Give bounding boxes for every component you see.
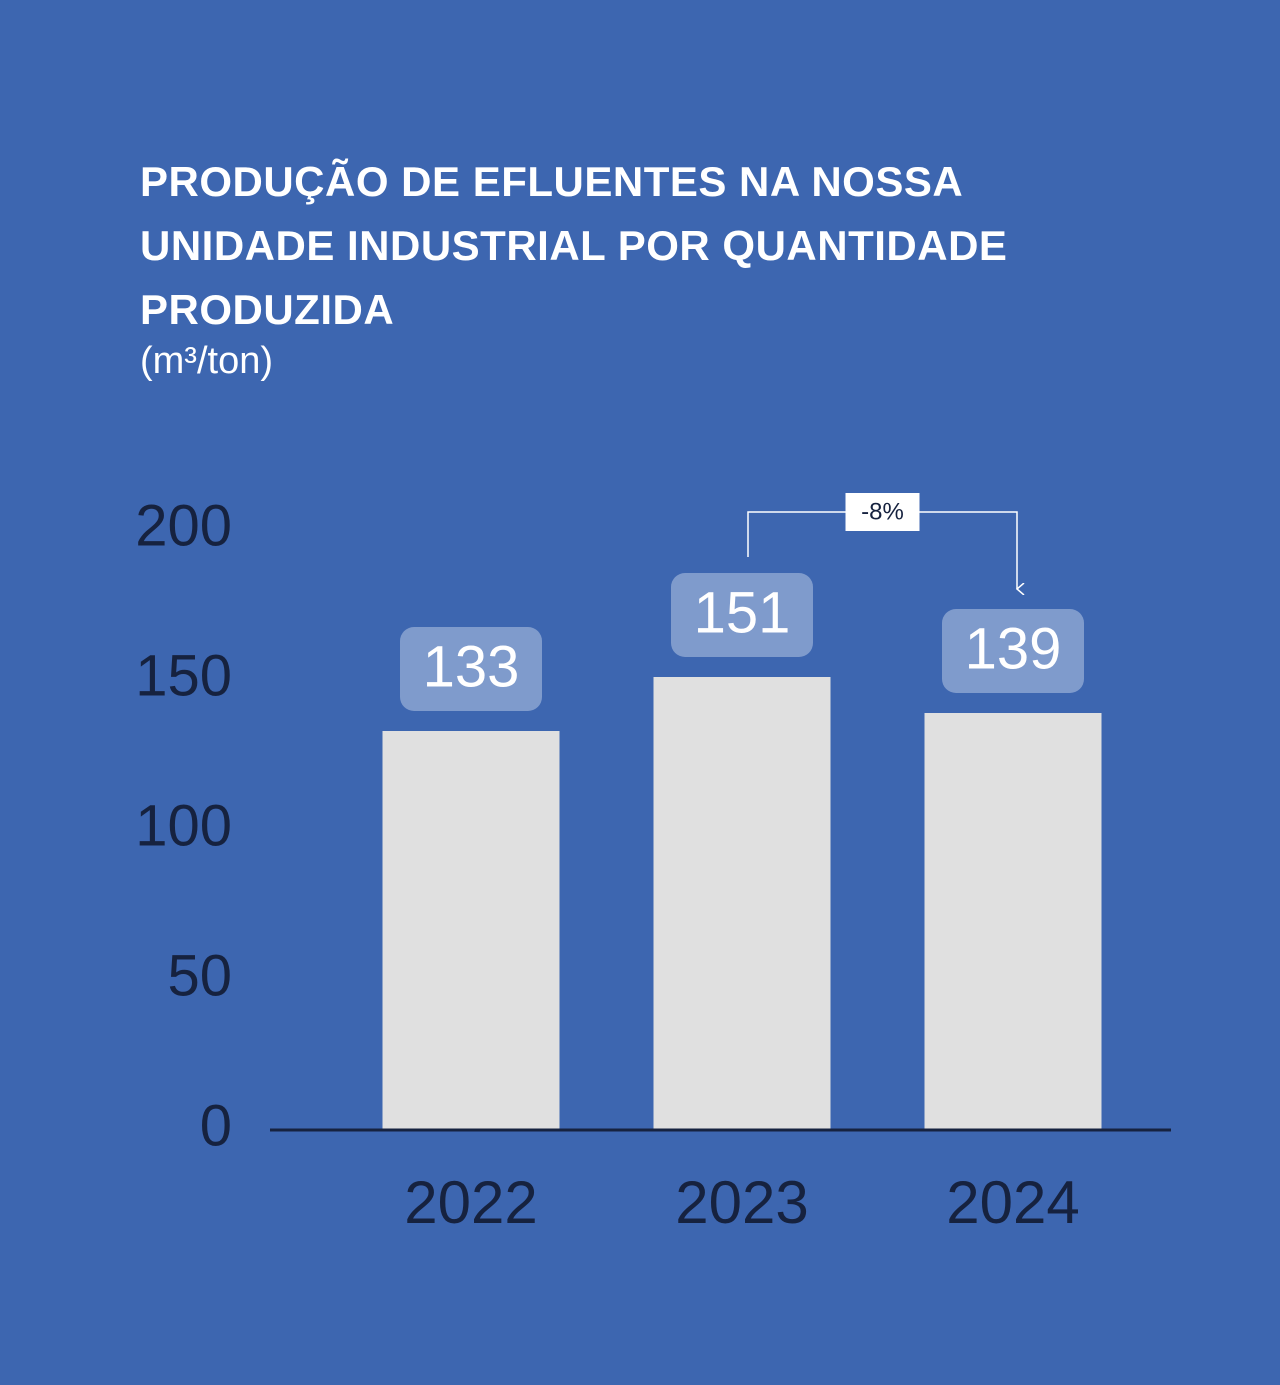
chart-subtitle: (m³/ton) <box>140 340 273 382</box>
annotation-box <box>845 493 920 531</box>
value-label-box <box>942 609 1084 693</box>
y-tick-label: 50 <box>167 943 232 1008</box>
y-tick-label: 0 <box>200 1093 232 1158</box>
value-label: 151 <box>694 580 791 645</box>
chart-title: PRODUÇÃO DE EFLUENTES NA NOSSA UNIDADE I… <box>140 158 1008 333</box>
x-tick-label: 2023 <box>675 1169 808 1236</box>
x-tick-label: 2022 <box>404 1169 537 1236</box>
bar <box>653 677 831 1130</box>
value-label: 133 <box>423 634 520 699</box>
x-tick-label: 2024 <box>946 1169 1079 1236</box>
value-label: 139 <box>965 616 1062 681</box>
annotation-label: -8% <box>861 498 904 525</box>
bar <box>382 731 560 1130</box>
y-tick-label: 200 <box>135 493 232 558</box>
value-label-box <box>400 627 542 711</box>
y-tick-label: 100 <box>135 793 232 858</box>
bar <box>924 713 1102 1130</box>
value-label-box <box>671 573 813 657</box>
y-tick-label: 150 <box>135 643 232 708</box>
